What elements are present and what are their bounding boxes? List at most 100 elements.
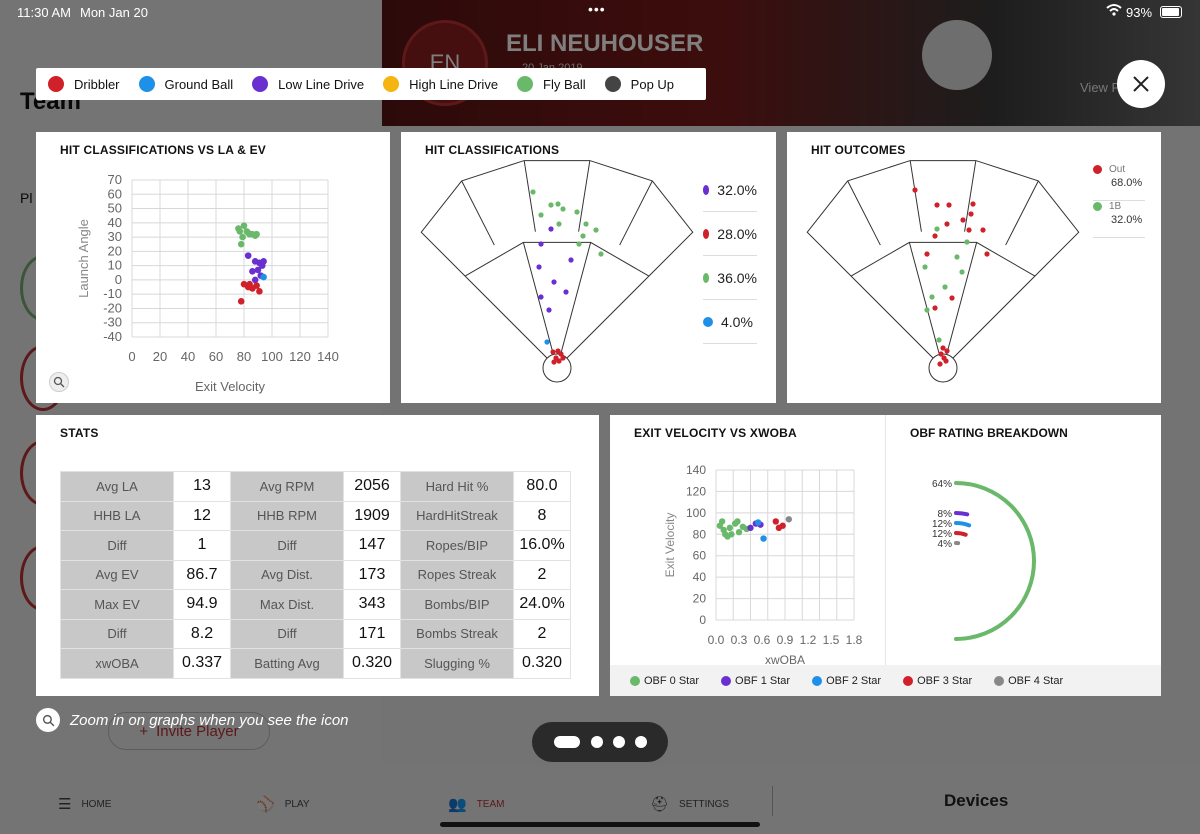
battery-percent: 93% bbox=[1126, 5, 1153, 20]
stat-value: 12 bbox=[173, 500, 231, 531]
y-tick-label: 100 bbox=[686, 506, 706, 520]
data-point bbox=[237, 240, 245, 248]
stat-value: 0.320 bbox=[513, 648, 571, 679]
data-point bbox=[253, 282, 260, 289]
obf-legend-label: OBF 1 Star bbox=[735, 674, 791, 687]
obf-legend: OBF 0 Star OBF 1 Star OBF 2 Star OBF 3 Star… bbox=[610, 665, 1161, 696]
zone-line bbox=[523, 160, 536, 232]
y-tick-label: 40 bbox=[108, 215, 122, 230]
legend-item: High Line Drive bbox=[383, 76, 498, 92]
spray-chart-outcomes[interactable] bbox=[787, 132, 1087, 403]
zone-line bbox=[964, 160, 977, 232]
hit-point bbox=[550, 349, 556, 355]
x-tick-label: 0.9 bbox=[777, 633, 794, 647]
infield-boundary bbox=[464, 241, 650, 277]
obf-ring-label: 8% bbox=[938, 509, 953, 520]
legend-dot bbox=[138, 76, 155, 92]
stat-label: Avg Dist. bbox=[230, 559, 344, 590]
stat-value: 8.2 bbox=[173, 618, 231, 649]
magnify-icon bbox=[36, 708, 60, 732]
hit-point bbox=[932, 233, 938, 239]
hit-point bbox=[546, 307, 552, 313]
data-point bbox=[779, 522, 786, 529]
panel-divider bbox=[885, 415, 886, 665]
y-tick-label: 70 bbox=[108, 172, 122, 187]
x-tick-label: 40 bbox=[181, 349, 195, 364]
classification-dot bbox=[703, 316, 713, 327]
home-indicator bbox=[440, 822, 760, 827]
x-tick-label: 0.0 bbox=[708, 633, 725, 647]
hit-point bbox=[968, 211, 974, 217]
status-bar: 11:30 AM Mon Jan 20 ••• 93% bbox=[0, 0, 1200, 26]
obf-legend-label: OBF 2 Star bbox=[826, 674, 882, 687]
outcome-percent-list: Out 68.0% 1B 32.0% bbox=[1093, 164, 1145, 238]
legend-item: Low Line Drive bbox=[252, 76, 364, 92]
stat-value: 13 bbox=[173, 471, 231, 502]
hit-point bbox=[944, 221, 950, 227]
x-tick-label: 1.8 bbox=[846, 633, 863, 647]
stat-value: 2056 bbox=[343, 471, 401, 502]
obf-rating-ring-chart[interactable]: 64%8%12%12%4% bbox=[886, 415, 1161, 665]
close-button[interactable] bbox=[1117, 60, 1165, 108]
classification-percent: 36.0% bbox=[717, 269, 757, 286]
zoom-button[interactable] bbox=[49, 372, 69, 392]
ev-xwoba-scatter-chart[interactable]: 140 120 100 80 60 40 20 00.0 0.3 0.6 0.9 1.2 1.5 1.8 x… bbox=[610, 415, 885, 665]
legend-dot bbox=[383, 76, 400, 92]
page-dot[interactable] bbox=[613, 736, 625, 748]
stat-label: Batting Avg bbox=[230, 648, 344, 679]
data-point bbox=[240, 280, 248, 288]
stat-value: 94.9 bbox=[173, 589, 231, 620]
hit-point bbox=[936, 337, 942, 343]
stat-value: 173 bbox=[343, 559, 401, 590]
stats-row: Diff 1 Diff 147 Ropes/BIP 16.0% bbox=[60, 530, 571, 561]
x-tick-label: 0.6 bbox=[754, 633, 771, 647]
y-tick-label: -20 bbox=[103, 300, 122, 315]
data-point bbox=[251, 276, 259, 284]
stat-value: 2 bbox=[513, 618, 571, 649]
data-point bbox=[246, 230, 253, 238]
obf-legend-dot bbox=[630, 675, 640, 686]
classification-dot bbox=[703, 228, 710, 239]
y-tick-label: 50 bbox=[108, 201, 122, 216]
data-point bbox=[254, 266, 262, 274]
stats-row: HHB LA 12 HHB RPM 1909 HardHitStreak 8 bbox=[60, 500, 571, 531]
hit-point bbox=[970, 201, 976, 207]
classification-row: 32.0% bbox=[703, 168, 757, 212]
classification-percent: 4.0% bbox=[721, 313, 753, 330]
legend-item: Pop Up bbox=[604, 76, 674, 92]
obf-ring bbox=[954, 531, 968, 537]
legend-dot bbox=[604, 76, 621, 92]
close-icon bbox=[1133, 76, 1149, 92]
stat-label: Max EV bbox=[60, 589, 174, 620]
obf-ring-label: 4% bbox=[938, 539, 953, 550]
hit-point bbox=[912, 187, 918, 193]
data-point bbox=[253, 230, 260, 238]
page-indicator[interactable] bbox=[532, 722, 668, 762]
spray-chart-classifications[interactable] bbox=[401, 132, 701, 403]
stat-value: 8 bbox=[513, 500, 571, 531]
hit-type-legend: Dribbler Ground Ball Low Line Drive High Li… bbox=[36, 68, 706, 100]
legend-label: Fly Ball bbox=[543, 76, 586, 92]
hit-point bbox=[940, 345, 946, 351]
wifi-icon bbox=[1106, 3, 1122, 19]
outcome-dot bbox=[1093, 165, 1102, 174]
y-tick-label: 20 bbox=[108, 243, 122, 258]
page-dot[interactable] bbox=[591, 736, 603, 748]
page-dot[interactable] bbox=[635, 736, 647, 748]
page-dot-active[interactable] bbox=[554, 736, 580, 748]
hit-point bbox=[556, 221, 562, 227]
stat-label: Diff bbox=[230, 618, 344, 649]
hit-point bbox=[943, 358, 949, 364]
zoom-hint: Zoom in on graphs when you see the icon bbox=[36, 708, 349, 732]
hit-point bbox=[580, 233, 586, 239]
classification-percent-list: 32.0% 28.0% 36.0% 4.0% bbox=[703, 168, 757, 344]
panel-hit-classifications: HIT CLASSIFICATIONS 32.0% 28.0% 36.0% 4.0% bbox=[401, 132, 776, 403]
stat-label: Ropes/BIP bbox=[400, 530, 514, 561]
stat-value: 0.320 bbox=[343, 648, 401, 679]
y-tick-label: -30 bbox=[103, 315, 122, 330]
data-point bbox=[726, 524, 733, 532]
y-tick-label: 80 bbox=[693, 527, 707, 541]
x-axis-label: Exit Velocity bbox=[195, 379, 266, 394]
legend-item: Dribbler bbox=[48, 76, 120, 92]
